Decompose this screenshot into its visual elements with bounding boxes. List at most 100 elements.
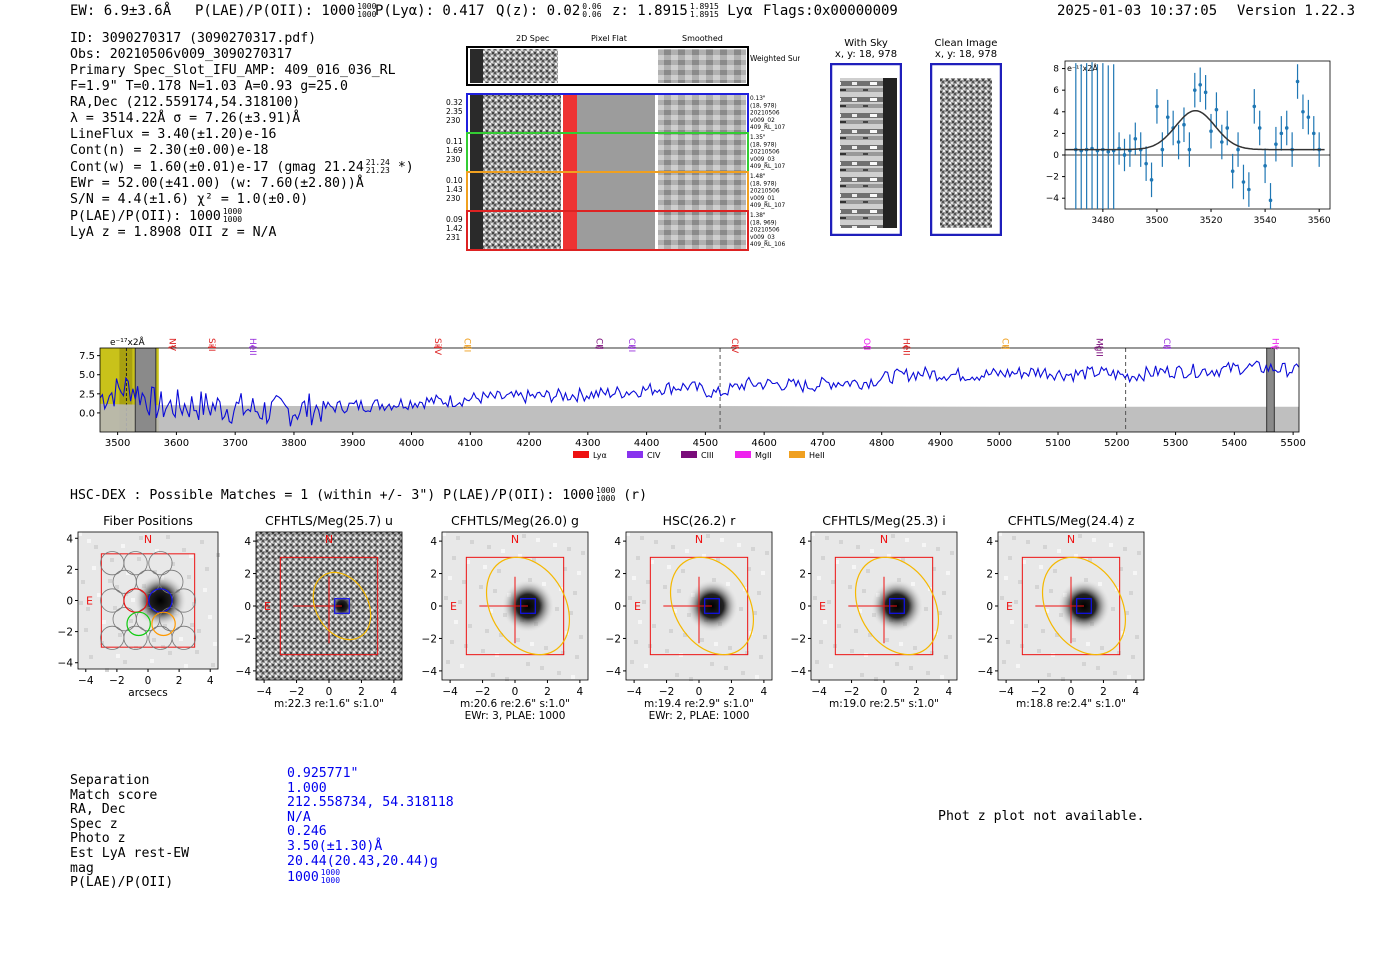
panel-ytick-label: −2 (978, 633, 993, 645)
fit-data-point (1203, 90, 1208, 95)
fit-data-point (1149, 178, 1154, 182)
panel-ytick-label: 4 (986, 536, 993, 548)
hsc-title-text: HSC-DEX : Possible Matches = 1 (within +… (70, 488, 595, 503)
match-value-mag: 20.44(20.43,20.44)g (287, 853, 438, 869)
panel-ytick-label: −4 (978, 666, 994, 678)
match-label-mag: mag (70, 860, 94, 876)
fit-ytick-label: 4 (1053, 108, 1059, 118)
match-value-specz: N/A (287, 809, 311, 825)
header-z: z: 1.8915 1.8915 1.8915 Lyα (612, 3, 753, 20)
header-flags: Flags:0x00000009 (763, 3, 898, 19)
legend-label: CIII (701, 451, 714, 460)
panel-xtick-label: −4 (626, 686, 642, 698)
emission-line-bracket: { (432, 344, 442, 350)
match-value-separation: 0.925771" (287, 766, 359, 781)
cutout-right-value: 1.48" (750, 174, 766, 180)
cutout-divider (655, 134, 658, 171)
fiber-circle (148, 551, 173, 576)
emission-line-bracket: { (729, 344, 739, 350)
fit-xtick-label: 3560 (1308, 216, 1331, 226)
cutout-right-value: 409_RL_107 (750, 164, 785, 170)
info-lineflux: LineFlux = 3.40(±1.20)e-16 (70, 127, 277, 142)
emission-line-label: SiII (206, 338, 216, 352)
cutout-right-value: 1.38" (750, 213, 766, 219)
emission-line-label: CIII (461, 338, 471, 352)
cutout-pixelflat (577, 134, 655, 171)
panel-ytick-label: 0 (66, 596, 73, 608)
cutout-left-value: 0.32 (446, 98, 463, 107)
spectrum-xtick-label: 3600 (164, 438, 189, 449)
spectrum-xtick-label: 4300 (575, 438, 600, 449)
fit-xtick-label: 3520 (1200, 216, 1223, 226)
cutout-left-value: 2.35 (446, 107, 463, 116)
imaging-panels: Fiber Positions N E 4 2 0 −2 −4 −4 −2 0 2 4 arcsecs CF… (0, 510, 1400, 725)
cutout-right-value: v009_02 (750, 118, 775, 124)
panel-ytick-label: −4 (236, 666, 252, 678)
panel-xtick-label: −4 (256, 686, 272, 698)
fit-data-point (1198, 82, 1203, 87)
cutout-smoothed (658, 212, 746, 249)
match-value-score: 1.000 (287, 780, 327, 796)
emission-line-label: NV (166, 338, 176, 352)
panel-xtick-label: 4 (761, 686, 768, 698)
cutout-mask (470, 134, 483, 171)
cutout-mask (470, 212, 483, 249)
imaging-panel: CFHTLS/Meg(25.3) i N E 4 2 0 −2 −4 −4 −2 0 2 4 m:19.0… (791, 513, 958, 710)
ellipse-aperture (1041, 556, 1127, 656)
emission-line-label: Hγ (1270, 338, 1280, 351)
spectrum-ytick-label: 7.5 (79, 351, 95, 362)
weighted-sum-strip (466, 46, 749, 86)
aperture-box (889, 598, 905, 614)
cutout-2dspec (483, 134, 561, 171)
info-block: ID: 3090270317 (3090270317.pdf) Obs: 202… (70, 31, 414, 241)
cutout-mask (470, 95, 483, 132)
panel-caption: m:19.4 re:2.9" s:1.0" (644, 698, 754, 710)
spectrum-xtick-label: 4600 (751, 438, 776, 449)
legend-label: CIV (647, 451, 661, 460)
fit-ytick-label: 8 (1053, 65, 1059, 75)
fit-ytick-label: −4 (1046, 194, 1060, 204)
noise-band (100, 403, 1299, 432)
fit-data-point (1301, 109, 1305, 114)
info-sn: S/N = 4.4(±1.6) χ² = 1.0(±0.0) (70, 192, 309, 207)
fit-ytick-label: −2 (1046, 173, 1059, 183)
legend-swatch (627, 451, 643, 458)
header-plae-label: P(LAE)/P(OII): 1000 (195, 3, 356, 19)
fit-data-point (1160, 147, 1165, 152)
match-label-score: Match score (70, 787, 158, 803)
panel-xtick-label: −2 (289, 686, 304, 698)
cutout-right-value: (18, 978) (750, 181, 777, 187)
search-box (279, 556, 379, 656)
panel-xtick-label: 2 (176, 675, 183, 687)
emission-line-bracket: { (247, 344, 257, 350)
emission-line-label: CII (594, 338, 604, 350)
cutout-2dspec (483, 95, 561, 132)
fit-data-point (1284, 126, 1289, 130)
spectrum-xtick-label: 5200 (1104, 438, 1129, 449)
fit-data-point (1241, 180, 1246, 184)
header-qz-label: Q(z): 0.02 (496, 3, 581, 19)
legend-label: MgII (755, 451, 772, 460)
north-label: N (144, 533, 152, 546)
cutout-left-value: 230 (446, 155, 461, 164)
cutout-pixelflat (577, 95, 655, 132)
legend-swatch (681, 451, 697, 458)
ellipse-aperture (854, 556, 940, 656)
spectrum-xtick-label: 3800 (281, 438, 306, 449)
panel-xtick-label: 4 (577, 686, 584, 698)
cutout-divider (655, 95, 658, 132)
fit-data-point (1295, 79, 1300, 84)
emission-line-bracket: { (1161, 344, 1171, 350)
fit-data-point (1187, 147, 1192, 152)
weighted-sum-label: Weighted Sum (750, 54, 800, 63)
info-primary: Primary Spec_Slot_IFU_AMP: 409_016_036_R… (70, 63, 396, 78)
header-ew: EW: 6.9±3.6Å (70, 3, 172, 19)
panel-ytick-label: 4 (244, 536, 251, 548)
emission-line-bracket: { (206, 344, 216, 350)
cutout-flat-band (563, 173, 577, 210)
spectrum-xtick-label: 4200 (516, 438, 541, 449)
ellipse-aperture (312, 571, 372, 641)
north-label: N (880, 533, 888, 546)
